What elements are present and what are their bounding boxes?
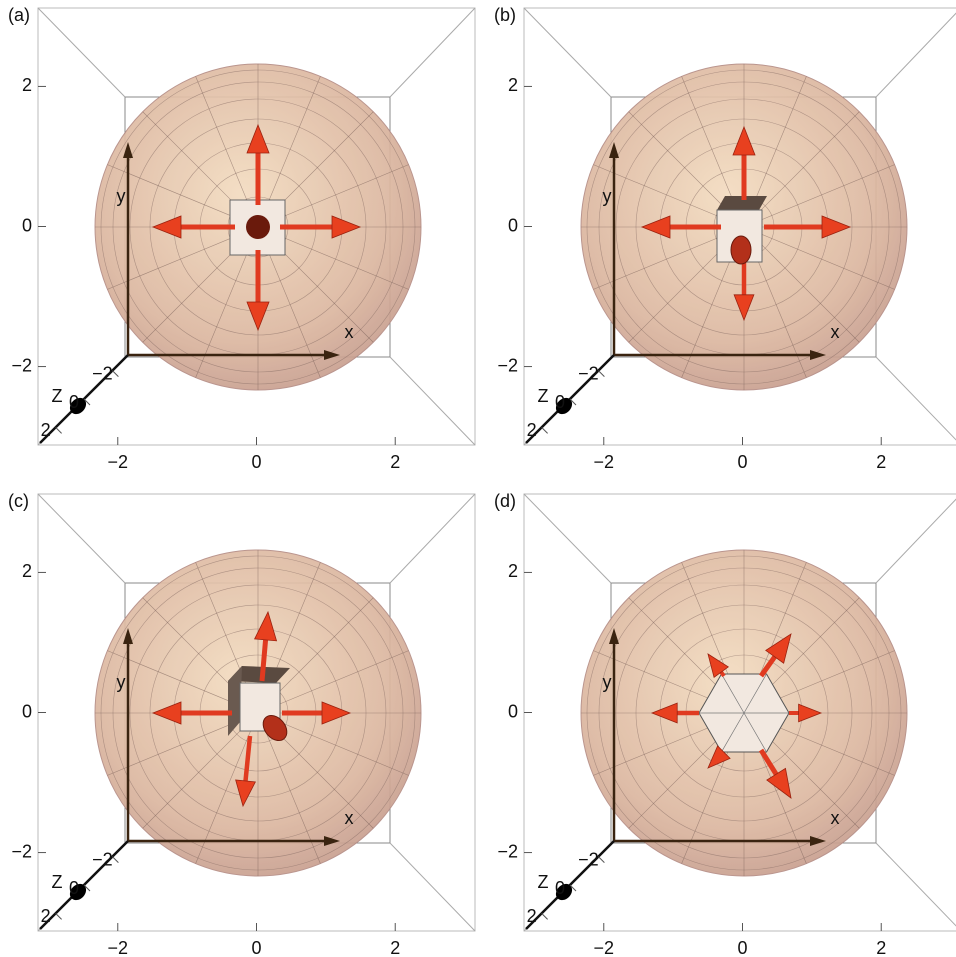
z-tick: [542, 913, 548, 919]
box-edge: [38, 8, 125, 97]
figure: −202−202yxZ−202(a)−202−202yxZ−202(b)−202…: [0, 0, 956, 957]
arrow-shaft: [721, 672, 724, 676]
y-tick-label: −2: [497, 841, 518, 861]
x-tick-label: 2: [390, 938, 400, 957]
x-axis-label: x: [831, 808, 840, 828]
x-tick-label: 0: [737, 452, 747, 472]
z-tick: [56, 913, 62, 919]
z-tick-label: −2: [92, 363, 113, 383]
x-tick-label: −2: [108, 938, 129, 957]
x-tick-label: −2: [108, 452, 129, 472]
arrow-shaft: [262, 640, 266, 681]
z-tick-label: 0: [555, 878, 565, 898]
box-edge: [876, 494, 956, 583]
z-axis-label: Z: [538, 872, 549, 892]
x-tick-label: 0: [737, 938, 747, 957]
z-axis-label: Z: [538, 386, 549, 406]
y-tick-label: 0: [508, 701, 518, 721]
z-tick-label: 0: [555, 392, 565, 412]
x-tick-label: −2: [594, 938, 615, 957]
x-tick-label: −2: [594, 452, 615, 472]
y-axis-label: y: [603, 186, 612, 206]
panel-label: (b): [494, 5, 516, 25]
x-tick-label: 2: [876, 452, 886, 472]
y-tick-label: 0: [22, 701, 32, 721]
y-tick-label: 2: [22, 75, 32, 95]
z-tick-label: 0: [69, 392, 79, 412]
z-tick-label: 2: [527, 420, 537, 440]
panel-label: (c): [8, 491, 29, 511]
y-tick-label: 0: [22, 215, 32, 235]
box-edge: [390, 843, 475, 931]
y-tick-label: 2: [508, 75, 518, 95]
y-tick-label: 2: [22, 561, 32, 581]
z-tick-label: 2: [527, 906, 537, 926]
box-edge: [876, 8, 956, 97]
box-edge: [390, 357, 475, 445]
box-edge: [876, 843, 956, 931]
box-edge: [524, 8, 611, 97]
z-tick: [542, 427, 548, 433]
y-tick-label: −2: [11, 355, 32, 375]
z-tick-label: 2: [41, 906, 51, 926]
y-axis-label: y: [117, 186, 126, 206]
box-edge: [390, 494, 475, 583]
z-tick: [598, 857, 604, 863]
z-tick-label: −2: [578, 849, 599, 869]
z-tick: [112, 857, 118, 863]
box-edge: [390, 8, 475, 97]
panel-label: (a): [8, 5, 30, 25]
panel-label: (d): [494, 491, 516, 511]
x-tick-label: 0: [251, 938, 261, 957]
box-edge: [876, 357, 956, 445]
z-tick-label: 0: [69, 878, 79, 898]
box-edge: [38, 494, 125, 583]
x-axis-label: x: [345, 808, 354, 828]
x-axis-label: x: [345, 322, 354, 342]
x-axis-label: x: [831, 322, 840, 342]
box-edge: [524, 494, 611, 583]
y-tick-label: −2: [497, 355, 518, 375]
arrow-tip-toward-viewer: [246, 215, 270, 239]
y-tick-label: 2: [508, 561, 518, 581]
y-axis-label: y: [117, 672, 126, 692]
x-tick-label: 0: [251, 452, 261, 472]
z-tick: [56, 427, 62, 433]
arrow-tip-toward-viewer: [731, 236, 751, 264]
z-tick-label: 2: [41, 420, 51, 440]
z-tick: [112, 371, 118, 377]
z-tick-label: −2: [578, 363, 599, 383]
z-axis-label: Z: [52, 386, 63, 406]
z-axis-label: Z: [52, 872, 63, 892]
x-tick-label: 2: [390, 452, 400, 472]
y-axis-label: y: [603, 672, 612, 692]
y-tick-label: −2: [11, 841, 32, 861]
x-tick-label: 2: [876, 938, 886, 957]
z-tick: [598, 371, 604, 377]
y-tick-label: 0: [508, 215, 518, 235]
z-tick-label: −2: [92, 849, 113, 869]
